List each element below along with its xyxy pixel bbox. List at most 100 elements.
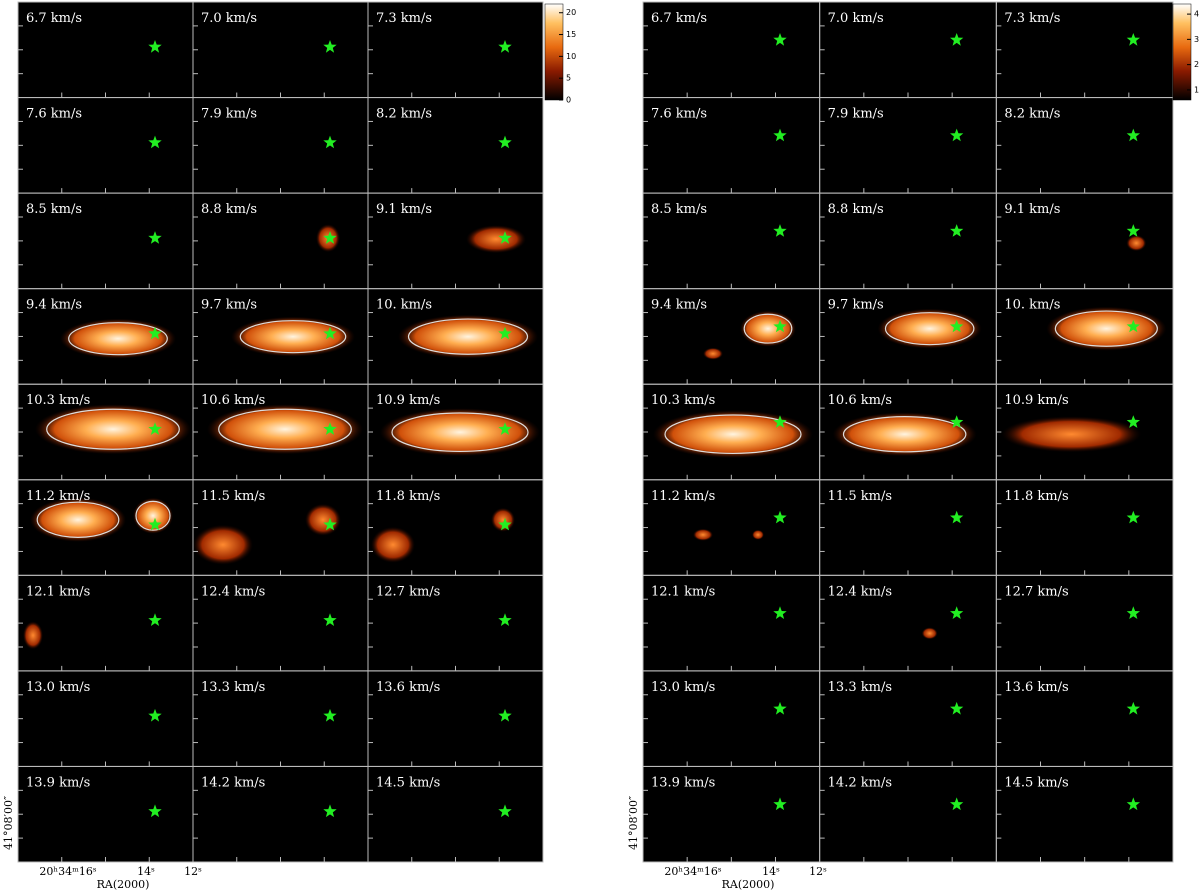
- colorbar-tick-label: 2: [1194, 60, 1199, 69]
- source-star: [148, 40, 162, 53]
- ra-tick-label: 12ˢ: [809, 865, 827, 878]
- velocity-label: 6.7 km/s: [26, 11, 82, 26]
- emission: [752, 529, 764, 540]
- velocity-label: 14.2 km/s: [201, 775, 265, 790]
- velocity-label: 14.5 km/s: [376, 775, 440, 790]
- source-star: [323, 422, 337, 435]
- contour: [68, 322, 168, 356]
- source-star: [498, 517, 512, 531]
- velocity-label: 9.4 km/s: [26, 298, 82, 313]
- source-star: [1126, 319, 1140, 333]
- dec-label: 41°08′00″: [2, 796, 15, 850]
- emission: [231, 316, 355, 357]
- velocity-label: 11.8 km/s: [1004, 489, 1068, 504]
- colorbar-tick-label: 20: [566, 8, 576, 17]
- ra-tick-label: 12ˢ: [184, 865, 202, 878]
- emission: [1126, 235, 1147, 252]
- colorbar-tick-label: 1: [1194, 85, 1199, 94]
- velocity-label: 9.4 km/s: [651, 298, 707, 313]
- velocity-label: 10.6 km/s: [828, 393, 892, 408]
- source-star: [498, 40, 512, 53]
- source-star: [773, 33, 787, 46]
- colorbar: [544, 3, 564, 101]
- ra-tick-label: 20ʰ34ᵐ16ˢ: [664, 865, 721, 878]
- velocity-label: 11.5 km/s: [828, 489, 892, 504]
- ra-tick-label: 14ˢ: [762, 865, 780, 878]
- source-star: [148, 517, 162, 531]
- velocity-label: 8.8 km/s: [828, 202, 884, 217]
- source-star: [498, 326, 512, 340]
- velocity-label: 10. km/s: [1004, 298, 1060, 313]
- source-star: [323, 40, 337, 53]
- source-star: [773, 319, 787, 333]
- colorbar-tick-label: 5: [566, 74, 571, 83]
- source-star: [148, 804, 162, 818]
- source-star: [950, 128, 964, 142]
- velocity-label: 13.9 km/s: [26, 775, 90, 790]
- source-star: [1126, 128, 1140, 142]
- contour: [218, 408, 352, 450]
- velocity-label: 7.3 km/s: [1004, 11, 1060, 26]
- source-star: [323, 613, 337, 626]
- velocity-label: 7.6 km/s: [26, 107, 82, 122]
- velocity-label: 13.3 km/s: [201, 680, 265, 695]
- emission: [703, 347, 723, 360]
- contour: [884, 312, 975, 346]
- emission: [653, 410, 813, 459]
- colorbar-tick-label: 4: [1194, 10, 1199, 19]
- emission: [1046, 306, 1167, 351]
- contour: [391, 412, 529, 453]
- source-star: [148, 231, 162, 244]
- velocity-label: 7.3 km/s: [376, 11, 432, 26]
- source-star: [498, 231, 512, 244]
- contour: [36, 501, 120, 538]
- colorbar-tick-label: 0: [566, 96, 571, 105]
- source-star: [1126, 797, 1140, 811]
- ra-label: RA(2000): [722, 878, 775, 891]
- velocity-label: 10.3 km/s: [651, 393, 715, 408]
- velocity-label: 7.6 km/s: [651, 107, 707, 122]
- source-star: [498, 708, 512, 722]
- emission: [207, 404, 363, 455]
- velocity-label: 7.0 km/s: [201, 11, 257, 26]
- source-star: [950, 701, 964, 715]
- velocity-label: 14.5 km/s: [1004, 775, 1068, 790]
- velocity-label: 7.9 km/s: [828, 107, 884, 122]
- velocity-label: 11.2 km/s: [26, 489, 90, 504]
- contour: [1054, 310, 1158, 347]
- emission: [693, 528, 713, 541]
- contour: [46, 408, 180, 450]
- velocity-label: 10. km/s: [376, 298, 432, 313]
- velocity-label: 14.2 km/s: [828, 775, 892, 790]
- source-star: [323, 804, 337, 818]
- velocity-label: 9.7 km/s: [828, 298, 884, 313]
- emission: [398, 314, 538, 359]
- velocity-label: 8.5 km/s: [651, 202, 707, 217]
- ra-label: RA(2000): [97, 878, 150, 891]
- contour: [743, 313, 793, 344]
- source-star: [323, 231, 337, 244]
- velocity-label: 11.8 km/s: [376, 489, 440, 504]
- source-star: [323, 326, 337, 340]
- source-star: [950, 319, 964, 333]
- emission: [30, 497, 126, 542]
- ra-tick-label: 20ʰ34ᵐ16ˢ: [39, 865, 96, 878]
- source-star: [148, 326, 162, 340]
- source-star: [773, 606, 787, 619]
- contour: [239, 320, 347, 354]
- velocity-label: 12.7 km/s: [376, 584, 440, 599]
- ra-tick-label: 14ˢ: [137, 865, 155, 878]
- emission: [305, 503, 341, 536]
- velocity-label: 12.4 km/s: [828, 584, 892, 599]
- velocity-label: 10.9 km/s: [376, 393, 440, 408]
- source-star: [1126, 33, 1140, 46]
- dec-label: 41°08′00″: [627, 796, 640, 850]
- source-star: [950, 415, 964, 428]
- velocity-label: 12.1 km/s: [26, 584, 90, 599]
- velocity-label: 13.6 km/s: [376, 680, 440, 695]
- source-star: [1126, 510, 1140, 524]
- velocity-label: 8.8 km/s: [201, 202, 257, 217]
- velocity-label: 10.6 km/s: [201, 393, 265, 408]
- emission: [23, 621, 43, 650]
- source-star: [950, 606, 964, 619]
